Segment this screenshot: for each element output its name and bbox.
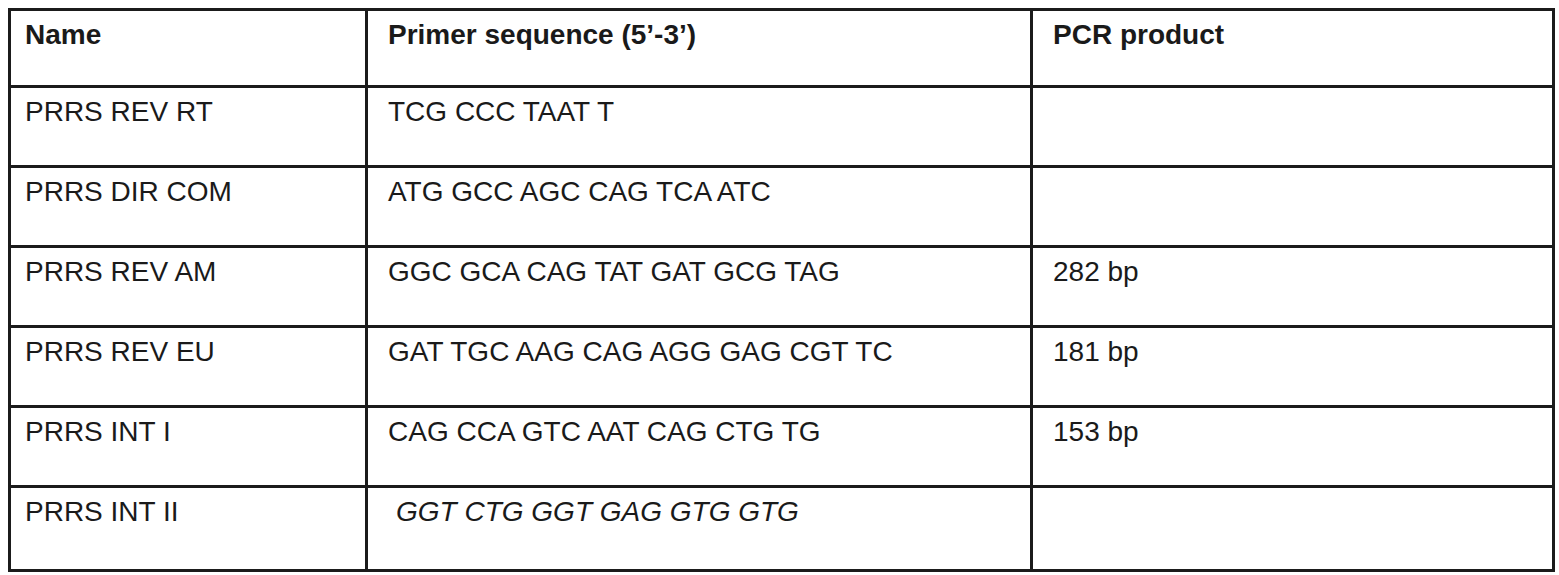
primer-table-body: PRRS REV RT TCG CCC TAAT T PRRS DIR COM … [10, 87, 1554, 571]
header-row: Name Primer sequence (5’-3’) PCR product [10, 10, 1554, 87]
column-header-primer-sequence: Primer sequence (5’-3’) [367, 10, 1032, 87]
table-row: PRRS INT II GGT CTG GGT GAG GTG GTG [10, 487, 1554, 571]
table-row: PRRS REV EU GAT TGC AAG CAG AGG GAG CGT … [10, 327, 1554, 407]
table-row: PRRS REV AM GGC GCA CAG TAT GAT GCG TAG … [10, 247, 1554, 327]
primer-name-cell: PRRS DIR COM [10, 167, 367, 247]
pcr-product-cell [1032, 487, 1554, 571]
primer-sequence-cell: GGT CTG GGT GAG GTG GTG [367, 487, 1032, 571]
primer-name-cell: PRRS REV AM [10, 247, 367, 327]
primer-sequence-cell: CAG CCA GTC AAT CAG CTG TG [367, 407, 1032, 487]
pcr-product-cell [1032, 87, 1554, 167]
primer-name-cell: PRRS INT II [10, 487, 367, 571]
column-header-pcr-product: PCR product [1032, 10, 1554, 87]
page: Name Primer sequence (5’-3’) PCR product… [0, 0, 1559, 575]
primer-sequence-cell: ATG GCC AGC CAG TCA ATC [367, 167, 1032, 247]
table-row: PRRS REV RT TCG CCC TAAT T [10, 87, 1554, 167]
primer-sequence-cell: GGC GCA CAG TAT GAT GCG TAG [367, 247, 1032, 327]
primer-sequence-cell: GAT TGC AAG CAG AGG GAG CGT TC [367, 327, 1032, 407]
primer-sequence-cell: TCG CCC TAAT T [367, 87, 1032, 167]
primer-table-header: Name Primer sequence (5’-3’) PCR product [10, 10, 1554, 87]
table-row: PRRS DIR COM ATG GCC AGC CAG TCA ATC [10, 167, 1554, 247]
primer-name-cell: PRRS INT I [10, 407, 367, 487]
table-row: PRRS INT I CAG CCA GTC AAT CAG CTG TG 15… [10, 407, 1554, 487]
column-header-name: Name [10, 10, 367, 87]
pcr-product-cell [1032, 167, 1554, 247]
primer-name-cell: PRRS REV RT [10, 87, 367, 167]
pcr-product-cell: 153 bp [1032, 407, 1554, 487]
pcr-product-cell: 282 bp [1032, 247, 1554, 327]
primer-name-cell: PRRS REV EU [10, 327, 367, 407]
primer-table: Name Primer sequence (5’-3’) PCR product… [8, 8, 1555, 572]
pcr-product-cell: 181 bp [1032, 327, 1554, 407]
